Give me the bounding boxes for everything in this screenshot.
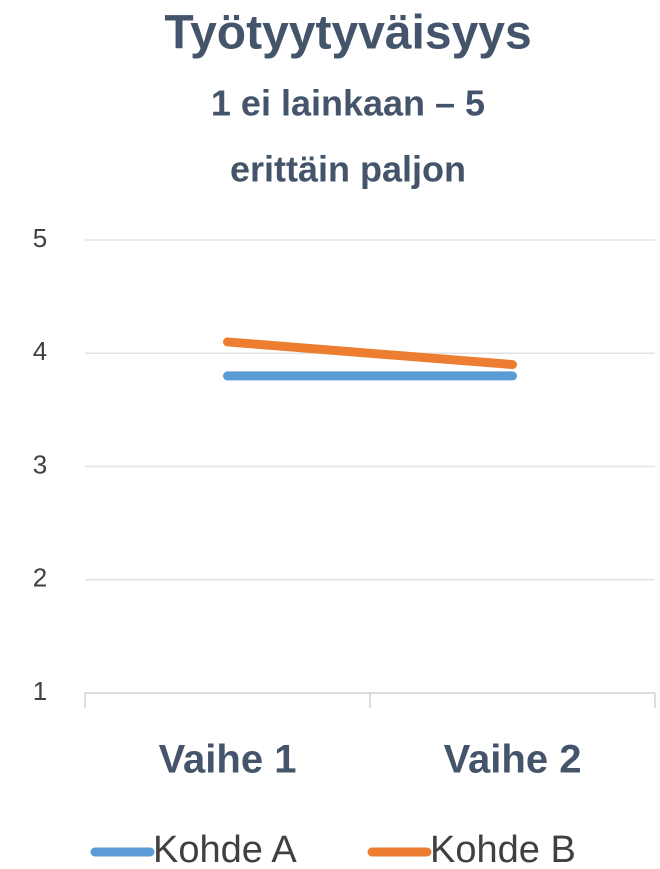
legend-label: Kohde A [153, 829, 297, 869]
y-tick-label: 3 [33, 449, 47, 479]
series-line [223, 337, 517, 370]
chart-subtitle: 1 ei lainkaan – 5 [211, 83, 485, 124]
y-tick-label: 1 [33, 676, 47, 706]
x-tick-label: Vaihe 2 [444, 738, 582, 782]
chart-title: Työtyytyväisyys [164, 7, 531, 60]
y-tick-label: 4 [33, 336, 47, 366]
y-tick-label: 5 [33, 223, 47, 253]
x-tick-label: Vaihe 1 [159, 738, 297, 782]
chart-subtitle: erittäin paljon [230, 149, 466, 190]
y-tick-label: 2 [33, 563, 47, 593]
legend-label: Kohde B [430, 829, 576, 869]
